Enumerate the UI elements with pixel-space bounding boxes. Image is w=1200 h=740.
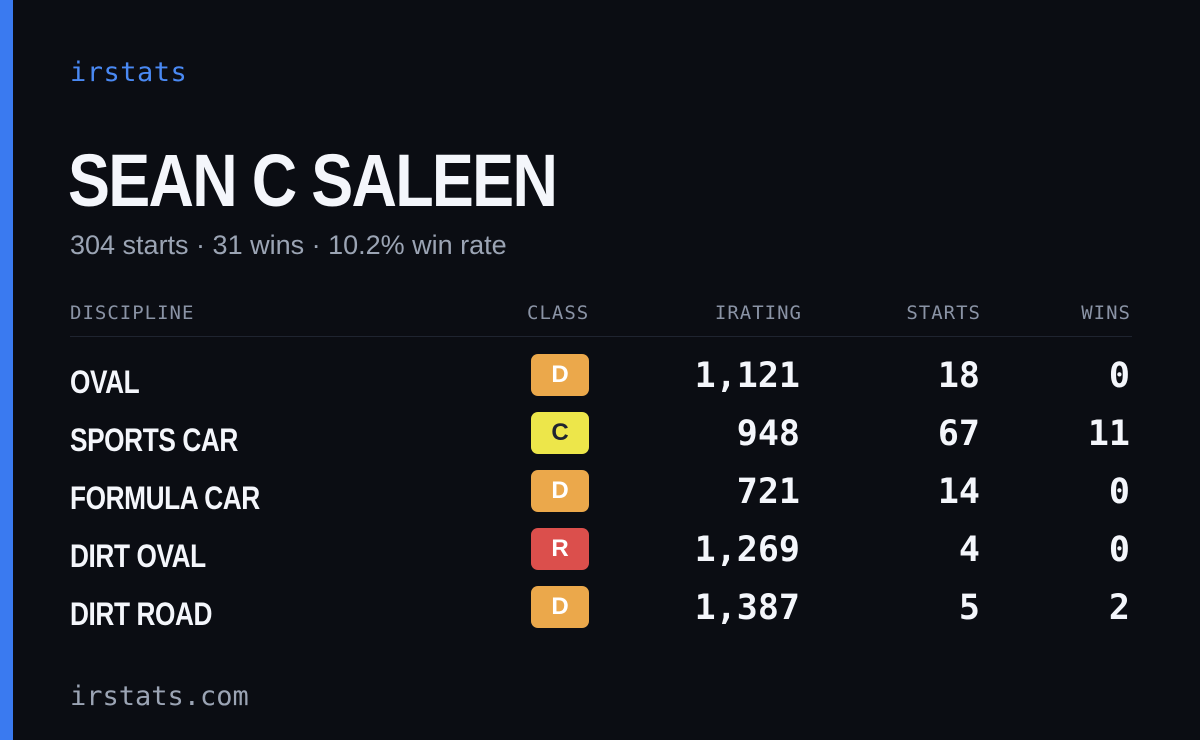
footer-url: irstats.com [70, 681, 249, 712]
wins-value: 11 [1087, 414, 1130, 454]
discipline-name: SPORTS CAR [70, 422, 238, 458]
wins-value: 0 [1108, 356, 1130, 396]
discipline-name: OVAL [70, 364, 140, 400]
brand-logo-text: irstats [70, 57, 188, 88]
starts-value: 14 [937, 472, 980, 512]
class-badge: C [531, 412, 589, 454]
discipline-name: DIRT ROAD [70, 596, 213, 632]
starts-value: 5 [958, 588, 980, 628]
table-row: DIRT OVAL R 1,269 4 0 [0, 528, 1200, 586]
starts-value: 67 [937, 414, 980, 454]
wins-value: 0 [1108, 472, 1130, 512]
discipline-name: FORMULA CAR [70, 480, 260, 516]
class-badge: D [531, 586, 589, 628]
header-discipline: DISCIPLINE [70, 302, 195, 324]
table-row: SPORTS CAR C 948 67 11 [0, 412, 1200, 470]
class-badge: D [531, 354, 589, 396]
irating-value: 1,387 [694, 588, 800, 628]
player-name: SEAN C SALEEN [68, 139, 558, 222]
wins-value: 0 [1108, 530, 1130, 570]
player-summary: 304 starts · 31 wins · 10.2% win rate [70, 230, 507, 260]
discipline-name: DIRT OVAL [70, 538, 206, 574]
irating-value: 948 [736, 414, 800, 454]
starts-value: 4 [958, 530, 980, 570]
irating-value: 1,269 [694, 530, 800, 570]
table-row: DIRT ROAD D 1,387 5 2 [0, 586, 1200, 644]
header-class: CLASS [527, 302, 590, 324]
table-row: OVAL D 1,121 18 0 [0, 354, 1200, 412]
header-wins: WINS [1081, 302, 1131, 324]
header-divider [70, 336, 1132, 337]
irating-value: 721 [736, 472, 800, 512]
class-badge: R [531, 528, 589, 570]
accent-bar [0, 0, 13, 740]
class-badge: D [531, 470, 589, 512]
irating-value: 1,121 [694, 356, 800, 396]
starts-value: 18 [937, 356, 980, 396]
table-row: FORMULA CAR D 721 14 0 [0, 470, 1200, 528]
header-irating: IRATING [714, 302, 802, 324]
header-starts: STARTS [906, 302, 981, 324]
wins-value: 2 [1108, 588, 1130, 628]
